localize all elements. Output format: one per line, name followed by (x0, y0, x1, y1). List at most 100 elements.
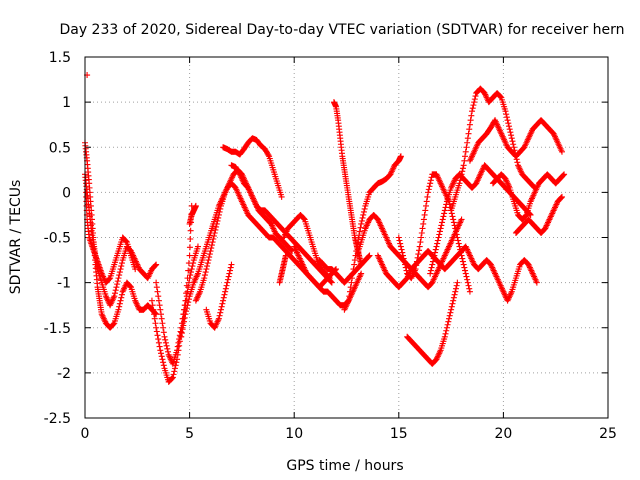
data-point (418, 229, 425, 236)
data-point (454, 234, 461, 241)
data-point (326, 274, 333, 281)
data-point (424, 193, 431, 200)
data-point (202, 269, 209, 276)
data-point (416, 243, 423, 250)
data-point (432, 246, 439, 253)
data-point (503, 111, 510, 118)
data-point (208, 245, 215, 252)
data-point (149, 302, 156, 309)
data-point (148, 297, 155, 304)
data-point (449, 300, 456, 307)
data-point (360, 208, 367, 215)
data-point (438, 222, 445, 229)
data-point (509, 138, 516, 145)
data-point (187, 227, 194, 234)
data-point (153, 279, 160, 286)
data-point (441, 210, 448, 217)
data-point (227, 267, 234, 274)
data-point (170, 371, 177, 378)
data-point (443, 324, 450, 331)
data-point (164, 345, 171, 352)
data-point (402, 264, 409, 271)
data-point (184, 302, 191, 309)
data-point (187, 236, 194, 243)
data-point (558, 193, 565, 200)
data-point (450, 297, 457, 304)
data-point (347, 284, 354, 291)
data-point (505, 123, 512, 130)
data-point (504, 117, 511, 124)
data-point (123, 238, 130, 245)
y-tick-label: -2 (57, 366, 71, 382)
data-point (158, 353, 165, 360)
data-point (326, 275, 333, 282)
data-point (446, 315, 453, 322)
series-track (512, 193, 565, 236)
data-point (522, 212, 529, 219)
data-point (457, 246, 464, 253)
data-point (421, 211, 428, 218)
data-point (439, 216, 446, 223)
data-point (132, 266, 139, 273)
data-point (458, 252, 465, 259)
data-point (226, 270, 233, 277)
data-point (183, 308, 190, 315)
data-point (357, 224, 364, 231)
data-point (278, 193, 285, 200)
series-track (228, 162, 335, 286)
data-point (153, 328, 160, 335)
data-point (300, 215, 307, 222)
data-point (349, 270, 356, 277)
data-point (452, 228, 459, 235)
data-point (427, 267, 434, 274)
data-point (152, 320, 159, 327)
x-tick-label: 15 (390, 426, 408, 442)
data-point (459, 165, 466, 172)
data-point (355, 236, 362, 243)
data-point (216, 312, 223, 319)
data-point (425, 186, 432, 193)
data-point (510, 141, 517, 148)
data-point (453, 282, 460, 289)
data-point (346, 293, 353, 300)
data-points (82, 72, 568, 385)
data-point (397, 243, 404, 250)
data-point (206, 254, 213, 261)
data-point (366, 252, 373, 259)
data-point (446, 312, 453, 319)
data-point (432, 249, 439, 256)
data-point (365, 253, 372, 260)
data-point (179, 326, 186, 333)
data-point (201, 275, 208, 282)
data-point (288, 247, 295, 254)
data-point (428, 174, 435, 181)
data-point (156, 343, 163, 350)
data-point (469, 108, 476, 115)
data-point (402, 261, 409, 268)
data-point (447, 309, 454, 316)
data-point (221, 291, 228, 298)
data-point (204, 260, 211, 267)
data-point (152, 310, 159, 317)
data-point (204, 263, 211, 270)
data-point (452, 288, 459, 295)
data-point (206, 251, 213, 258)
data-point (464, 139, 471, 146)
series-track (276, 252, 289, 286)
data-point (425, 189, 432, 196)
data-point (444, 321, 451, 328)
data-point (228, 261, 235, 268)
data-point (506, 126, 513, 133)
data-point (174, 347, 181, 354)
series-track (489, 171, 568, 223)
data-point (187, 272, 194, 279)
data-point (448, 303, 455, 310)
data-point (429, 261, 436, 268)
data-point (183, 290, 190, 297)
data-point (430, 255, 437, 262)
plot-frame (84, 56, 609, 419)
data-point (113, 284, 120, 291)
data-point (466, 288, 473, 295)
data-point (450, 294, 457, 301)
